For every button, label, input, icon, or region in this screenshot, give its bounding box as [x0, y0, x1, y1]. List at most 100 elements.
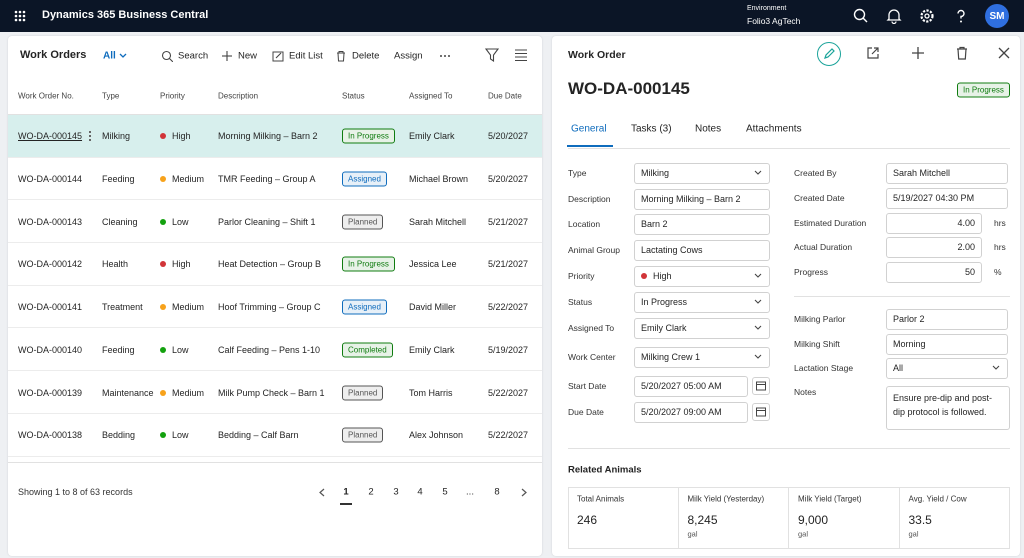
field-input[interactable]: Barn 2: [634, 213, 770, 235]
related-title: Related Animals: [568, 464, 642, 476]
view-chevron[interactable]: [119, 52, 127, 60]
table-row[interactable]: [8, 286, 542, 329]
action-icon[interactable]: [335, 50, 347, 62]
column-header[interactable]: Due Date: [488, 91, 522, 101]
table-row[interactable]: [8, 414, 542, 457]
field-label: Estimated Duration: [794, 218, 867, 228]
field-unit: %: [994, 267, 1002, 277]
page-number[interactable]: ...: [466, 486, 474, 498]
page-prev[interactable]: [318, 488, 326, 497]
page-number[interactable]: 2: [368, 486, 374, 498]
table-row[interactable]: [8, 329, 542, 372]
tab[interactable]: Notes: [695, 123, 722, 135]
field-value: Milking Crew 1: [641, 352, 701, 362]
type-cell: Bedding: [102, 430, 136, 441]
delete-button[interactable]: [955, 46, 969, 60]
action-icon[interactable]: [272, 50, 284, 62]
column-header[interactable]: Assigned To: [409, 91, 453, 101]
action-button[interactable]: Search: [178, 50, 209, 62]
field-input[interactable]: Emily Clark: [634, 317, 770, 339]
table-row[interactable]: [8, 243, 542, 286]
header-divider: [8, 114, 542, 115]
date-picker[interactable]: [752, 403, 770, 421]
column-header[interactable]: Status: [342, 91, 365, 101]
edit-button[interactable]: [817, 42, 841, 66]
page-number[interactable]: 5: [442, 486, 448, 498]
tab[interactable]: General: [571, 123, 607, 135]
tab[interactable]: Attachments: [746, 123, 802, 135]
field-input[interactable]: Milking: [634, 162, 770, 184]
field-input[interactable]: Lactating Cows: [634, 239, 770, 261]
table-row[interactable]: [8, 371, 542, 414]
action-button[interactable]: Edit List: [289, 50, 323, 62]
priority-dot: [160, 176, 166, 183]
page-number[interactable]: 1: [343, 486, 349, 498]
field-input[interactable]: Milking Crew 1: [634, 346, 770, 368]
search-icon[interactable]: [853, 8, 869, 24]
tab[interactable]: Tasks (3): [631, 123, 672, 135]
notifications-icon[interactable]: [886, 8, 902, 24]
field-input[interactable]: 5/19/2027 04:30 PM: [886, 187, 1008, 209]
column-header[interactable]: Type: [102, 91, 120, 101]
column-header[interactable]: Description: [218, 91, 259, 101]
dropdown-chevron[interactable]: [754, 324, 762, 334]
column-header[interactable]: Priority: [160, 91, 185, 101]
dropdown-chevron[interactable]: [754, 298, 762, 308]
page-number[interactable]: 4: [417, 486, 423, 498]
new-button[interactable]: [911, 46, 925, 60]
table-row[interactable]: [8, 158, 542, 201]
action-icon[interactable]: [221, 50, 233, 62]
environment-name[interactable]: Folio3 AgTech: [747, 16, 801, 26]
field-input[interactable]: 5/20/2027 09:00 AM: [634, 401, 748, 423]
user-avatar[interactable]: SM: [985, 4, 1009, 28]
settings-icon[interactable]: [919, 8, 935, 24]
page-number[interactable]: 3: [393, 486, 399, 498]
notes-input[interactable]: Ensure pre-dip and post-dip protocol is …: [886, 386, 1010, 430]
filter-icon[interactable]: [484, 48, 500, 63]
priority-dot: [160, 346, 166, 353]
field-input[interactable]: 50: [886, 261, 982, 283]
view-selector[interactable]: All: [103, 50, 116, 62]
chevron-glyph: [754, 273, 762, 278]
column-header[interactable]: Work Order No.: [18, 91, 74, 101]
field-input[interactable]: All: [886, 357, 1008, 379]
assigned-to-cell: Tom Harris: [409, 387, 453, 398]
close-button[interactable]: [998, 47, 1010, 59]
table-row[interactable]: [8, 200, 542, 244]
action-button[interactable]: New: [238, 50, 258, 62]
field-input[interactable]: In Progress: [634, 291, 770, 313]
page-next[interactable]: [520, 488, 528, 497]
view-chevron-glyph: [119, 53, 127, 58]
dropdown-chevron[interactable]: [992, 364, 1000, 374]
stat-value: 8,245: [687, 513, 718, 527]
app-launcher-icon[interactable]: [14, 10, 26, 22]
more-actions[interactable]: [439, 50, 451, 62]
field-value: 5/20/2027 05:00 AM: [641, 381, 722, 391]
list-options-icon[interactable]: [514, 48, 528, 62]
open-new-window[interactable]: [866, 46, 880, 60]
row-menu[interactable]: [89, 131, 93, 142]
table-row[interactable]: [8, 115, 542, 158]
field-input[interactable]: Sarah Mitchell: [886, 162, 1008, 184]
action-icon[interactable]: [161, 50, 174, 63]
field-input[interactable]: Morning Milking – Barn 2: [634, 188, 770, 210]
field-input[interactable]: 2.00: [886, 236, 982, 258]
field-input[interactable]: 5/20/2027 05:00 AM: [634, 375, 748, 397]
help-icon[interactable]: [953, 8, 969, 24]
stat-card: [789, 487, 900, 549]
field-input[interactable]: 4.00: [886, 212, 982, 234]
action-button[interactable]: Assign: [394, 50, 423, 62]
field-input[interactable]: Parlor 2: [886, 308, 1008, 330]
field-input[interactable]: Morning: [886, 333, 1008, 355]
action-icon-glyph: [272, 51, 284, 62]
edit-glyph: [824, 48, 835, 59]
action-button[interactable]: Delete: [352, 50, 380, 62]
dropdown-chevron[interactable]: [754, 272, 762, 282]
section-divider: [794, 296, 1010, 297]
dropdown-chevron[interactable]: [754, 169, 762, 179]
dropdown-chevron[interactable]: [754, 353, 762, 363]
due-date-cell: 5/21/2027: [488, 216, 529, 227]
field-input[interactable]: High: [634, 265, 770, 287]
page-number[interactable]: 8: [494, 486, 500, 498]
date-picker[interactable]: [752, 377, 770, 395]
